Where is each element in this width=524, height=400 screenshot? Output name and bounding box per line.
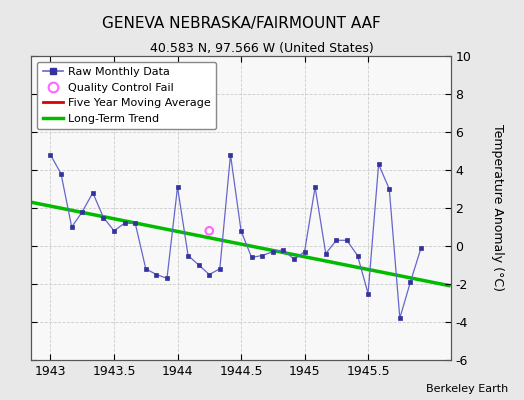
Text: 40.583 N, 97.566 W (United States): 40.583 N, 97.566 W (United States) xyxy=(150,42,374,55)
Point xyxy=(205,228,213,234)
Title: GENEVA NEBRASKA/FAIRMOUNT AAF: GENEVA NEBRASKA/FAIRMOUNT AAF xyxy=(102,16,380,31)
Y-axis label: Temperature Anomaly (°C): Temperature Anomaly (°C) xyxy=(491,124,504,292)
Text: Berkeley Earth: Berkeley Earth xyxy=(426,384,508,394)
Legend: Raw Monthly Data, Quality Control Fail, Five Year Moving Average, Long-Term Tren: Raw Monthly Data, Quality Control Fail, … xyxy=(37,62,216,129)
